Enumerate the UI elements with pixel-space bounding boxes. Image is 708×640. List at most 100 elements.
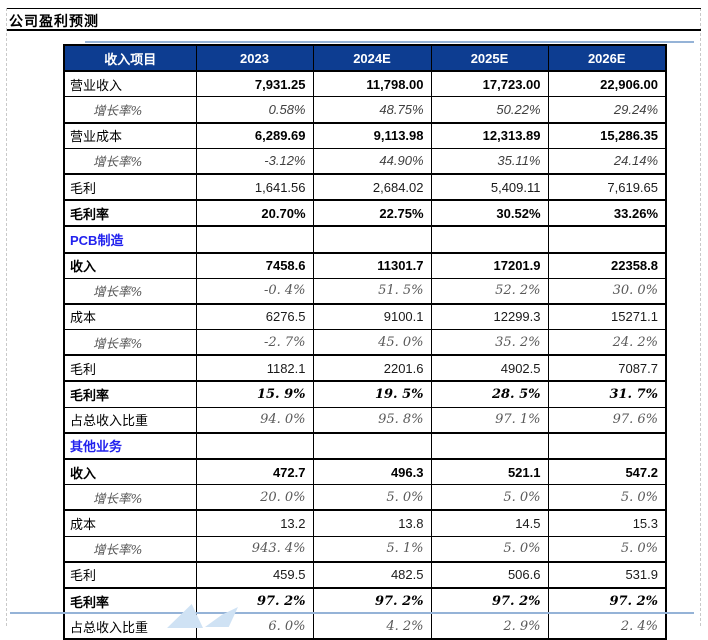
value-cell: 30. 0% (547, 277, 667, 305)
table-row: 毛利率 20.70% 22.75% 30.52% 33.26% (63, 199, 667, 227)
header-cell-item: 收入项目 (63, 44, 197, 73)
section-header-row: 其他业务 (63, 431, 667, 460)
section-header-row: PCB制造 (63, 225, 667, 254)
value-cell: 5. 0% (312, 484, 432, 511)
value-cell: 22358.8 (547, 251, 667, 279)
page-title: 公司盈利预测 (9, 13, 99, 29)
bottom-accent-rule (10, 612, 694, 614)
value-cell: 1,641.56 (195, 172, 314, 201)
header-cell-2023: 2023 (195, 44, 314, 73)
value-cell: 531.9 (547, 560, 667, 589)
value-cell: 12299.3 (430, 302, 549, 331)
table-top-accent-rule (85, 41, 694, 43)
row-label: 增长率% (63, 147, 197, 175)
value-cell: -2. 7% (195, 329, 314, 356)
value-cell: 482.5 (312, 560, 432, 589)
table-row: 增长率% -3.12% 44.90% 35.11% 24.14% (63, 147, 667, 175)
value-cell: 7458.6 (195, 251, 314, 279)
value-cell: 2. 4% (547, 613, 667, 640)
table-row: 收入 7458.6 11301.7 17201.9 22358.8 (63, 251, 667, 279)
value-cell: 35.11% (430, 147, 549, 175)
row-label: 毛利 (63, 354, 197, 382)
value-cell: 943. 4% (195, 535, 314, 563)
value-cell: 97. 2% (195, 586, 314, 615)
row-label: 增长率% (63, 277, 197, 305)
value-cell (195, 431, 314, 460)
value-cell: 45. 0% (312, 329, 432, 356)
row-label: 收入 (63, 251, 197, 279)
value-cell: 15271.1 (547, 302, 667, 331)
value-cell: 44.90% (312, 147, 432, 175)
value-cell (430, 431, 549, 460)
table-row: 毛利率 15. 9% 19. 5% 28. 5% 31. 7% (63, 380, 667, 408)
row-label: 增长率% (63, 535, 197, 563)
value-cell: 0.58% (195, 96, 314, 124)
value-cell: 97. 6% (547, 406, 667, 434)
value-cell: 97. 2% (430, 586, 549, 615)
value-cell: 547.2 (547, 458, 667, 486)
value-cell: 15. 9% (195, 380, 314, 408)
value-cell: 9100.1 (312, 302, 432, 331)
value-cell: 24.14% (547, 147, 667, 175)
row-label: 增长率% (63, 329, 197, 356)
value-cell: 94. 0% (195, 406, 314, 434)
table-body: 营业收入 7,931.25 11,798.00 17,723.00 22,906.00 增… (63, 70, 667, 640)
value-cell: 20. 0% (195, 484, 314, 511)
value-cell: 6276.5 (195, 302, 314, 331)
value-cell: 5. 0% (430, 535, 549, 563)
value-cell: 459.5 (195, 560, 314, 589)
value-cell: 14.5 (430, 509, 549, 537)
row-label: 增长率% (63, 484, 197, 511)
header-cell-2026e: 2026E (547, 44, 667, 73)
value-cell (547, 225, 667, 254)
value-cell (312, 431, 432, 460)
row-label: 营业收入 (63, 70, 197, 98)
value-cell: 29.24% (547, 96, 667, 124)
value-cell: 52. 2% (430, 277, 549, 305)
table-row: 毛利率 97. 2% 97. 2% 97. 2% 97. 2% (63, 586, 667, 615)
table-row: 增长率% 0.58% 48.75% 50.22% 29.24% (63, 96, 667, 124)
top-rule (7, 8, 701, 9)
row-label: PCB制造 (63, 225, 197, 254)
value-cell (312, 225, 432, 254)
value-cell: 20.70% (195, 199, 314, 227)
value-cell: 17201.9 (430, 251, 549, 279)
value-cell: 51. 5% (312, 277, 432, 305)
row-label: 成本 (63, 302, 197, 331)
value-cell: 12,313.89 (430, 121, 549, 149)
row-label: 占总收入比重 (63, 406, 197, 434)
value-cell: 31. 7% (547, 380, 667, 408)
value-cell: 35. 2% (430, 329, 549, 356)
value-cell: 97. 2% (312, 586, 432, 615)
value-cell: 4. 2% (312, 613, 432, 640)
table-row: 收入 472.7 496.3 521.1 547.2 (63, 458, 667, 486)
value-cell: 2,684.02 (312, 172, 432, 201)
table-row: 营业成本 6,289.69 9,113.98 12,313.89 15,286.35 (63, 121, 667, 149)
value-cell: 7087.7 (547, 354, 667, 382)
table-row: 毛利 1,641.56 2,684.02 5,409.11 7,619.65 (63, 172, 667, 201)
value-cell: 11,798.00 (312, 70, 432, 98)
table-row: 毛利 1182.1 2201.6 4902.5 7087.7 (63, 354, 667, 382)
value-cell: 5. 0% (547, 535, 667, 563)
value-cell: 15.3 (547, 509, 667, 537)
value-cell: 5. 0% (547, 484, 667, 511)
value-cell: 97. 1% (430, 406, 549, 434)
value-cell: 28. 5% (430, 380, 549, 408)
value-cell: 521.1 (430, 458, 549, 486)
row-label: 收入 (63, 458, 197, 486)
table-row: 占总收入比重 94. 0% 95. 8% 97. 1% 97. 6% (63, 406, 667, 434)
value-cell: 97. 2% (547, 586, 667, 615)
table-row: 成本 13.2 13.8 14.5 15.3 (63, 509, 667, 537)
report-page: { "page": { "title": "公司盈利预测" }, "table"… (6, 8, 701, 640)
value-cell: 13.2 (195, 509, 314, 537)
row-label: 毛利率 (63, 199, 197, 227)
value-cell: 7,931.25 (195, 70, 314, 98)
header-cell-2025e: 2025E (430, 44, 549, 73)
page-dashed-frame (6, 8, 701, 626)
value-cell: 24. 2% (547, 329, 667, 356)
row-label: 其他业务 (63, 431, 197, 460)
value-cell: 50.22% (430, 96, 549, 124)
table-row: 成本 6276.5 9100.1 12299.3 15271.1 (63, 302, 667, 331)
value-cell: -0. 4% (195, 277, 314, 305)
value-cell: 6,289.69 (195, 121, 314, 149)
